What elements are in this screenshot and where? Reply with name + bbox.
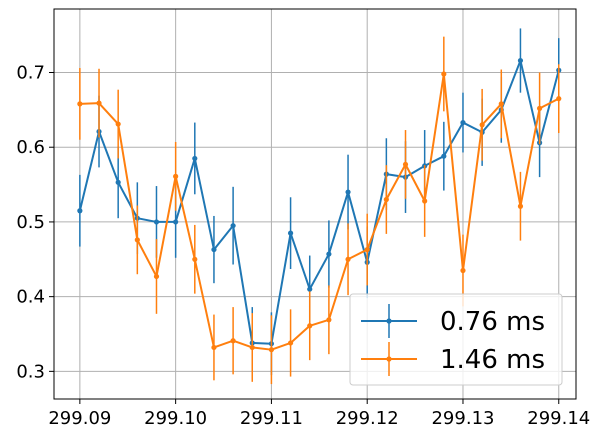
data-point (537, 105, 543, 111)
data-point (556, 96, 562, 102)
data-point (268, 347, 275, 353)
legend-entry: 1.46 ms (361, 342, 545, 376)
data-point (96, 100, 102, 106)
data-point (211, 246, 217, 253)
data-point (326, 251, 332, 257)
data-point (307, 323, 313, 329)
data-point (77, 208, 83, 214)
data-point (441, 71, 447, 77)
data-point (287, 340, 294, 346)
data-point (441, 153, 447, 159)
x-tick-label: 299.13 (431, 408, 494, 429)
data-point (115, 179, 121, 185)
data-point (287, 230, 294, 236)
data-point (115, 121, 121, 127)
series-2 (77, 36, 562, 385)
legend: 0.76 ms 1.46 ms (349, 293, 563, 386)
data-point (230, 338, 236, 344)
x-tick-label: 299.11 (240, 408, 303, 429)
series-line (78, 59, 560, 345)
y-tick-label: 0.7 (16, 63, 45, 84)
data-point (517, 203, 524, 209)
legend-box (349, 293, 563, 386)
y-tick-label: 0.6 (16, 137, 45, 158)
x-tick-label: 299.14 (527, 408, 590, 429)
y-tick-label: 0.3 (16, 361, 45, 382)
data-point (402, 161, 409, 168)
data-point (307, 286, 313, 292)
data-point (498, 101, 504, 107)
data-point (383, 196, 389, 203)
axis-ticks: 299.09 299.10 299.11 299.12 299.13 299.14 0.3 0… (16, 63, 590, 429)
data-point (460, 267, 466, 274)
data-point (211, 344, 217, 351)
data-point (173, 173, 179, 179)
data-point (345, 256, 351, 262)
data-point (192, 155, 198, 162)
data-point (249, 344, 255, 351)
data-point (479, 122, 485, 128)
x-tick-label: 299.12 (336, 408, 399, 429)
legend-swatch-marker (386, 356, 392, 362)
data-point (345, 189, 351, 195)
data-point (173, 219, 179, 225)
legend-swatch-marker (386, 318, 392, 324)
data-point (77, 101, 83, 107)
plot-frame (53, 8, 577, 400)
data-point (153, 273, 160, 280)
y-tick-label: 0.5 (16, 212, 45, 233)
x-tick-label: 299.10 (144, 408, 207, 429)
data-point (134, 237, 140, 243)
data-point (153, 219, 160, 225)
legend-label: 1.46 ms (440, 345, 545, 375)
legend-entry: 0.76 ms (361, 304, 545, 338)
data-point (364, 246, 370, 253)
data-point (517, 57, 524, 64)
x-tick-label: 299.09 (48, 408, 111, 429)
data-point (192, 256, 198, 262)
data-point (422, 198, 428, 204)
series-line (79, 73, 560, 351)
data-point (230, 223, 236, 229)
y-tick-label: 0.4 (16, 287, 45, 308)
data-point (326, 317, 332, 323)
series-layer (77, 28, 562, 385)
data-point (460, 119, 466, 126)
legend-label: 0.76 ms (440, 307, 545, 337)
